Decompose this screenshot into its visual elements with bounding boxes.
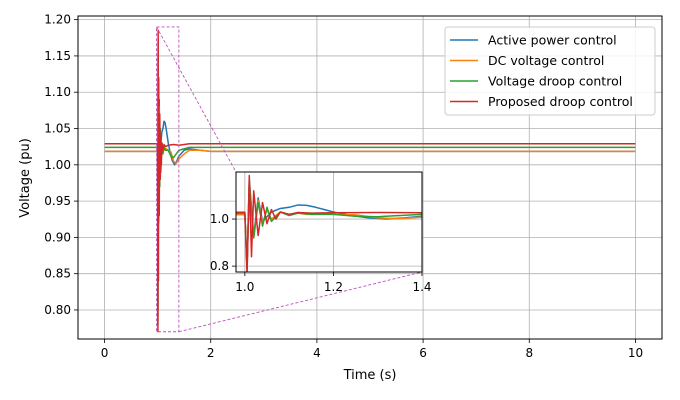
y-tick-label: 0.85 bbox=[44, 267, 71, 281]
zoom-connector-line bbox=[156, 26, 237, 173]
inset-x-tick-label: 1.4 bbox=[412, 280, 431, 294]
legend-label: Proposed droop control bbox=[488, 94, 633, 109]
legend: Active power control DC voltage control Vo… bbox=[444, 26, 656, 116]
legend-label: Voltage droop control bbox=[488, 74, 622, 89]
y-axis-label: Voltage (pu) bbox=[18, 138, 33, 218]
inset-x-tick-label: 1.0 bbox=[235, 280, 254, 294]
legend-label: Active power control bbox=[488, 33, 617, 48]
series-line-4 bbox=[104, 29, 636, 333]
inset-y-tick-label: 1.0 bbox=[210, 212, 229, 226]
y-tick-label: 1.20 bbox=[44, 13, 71, 27]
x-tick-label: 6 bbox=[419, 346, 427, 360]
inset-series-line-4 bbox=[236, 174, 422, 272]
main-series bbox=[104, 29, 636, 333]
zoom-region-box bbox=[156, 26, 180, 333]
y-tick-label: 0.80 bbox=[44, 303, 71, 317]
x-tick-label: 0 bbox=[101, 346, 109, 360]
y-tick-label: 0.90 bbox=[44, 230, 71, 244]
inset-series-line-3 bbox=[236, 183, 422, 272]
y-tick-label: 1.15 bbox=[44, 49, 71, 63]
x-tick-label: 8 bbox=[525, 346, 533, 360]
legend-label: DC voltage control bbox=[488, 53, 604, 68]
x-axis-label: Time (s) bbox=[343, 368, 397, 383]
legend-box bbox=[444, 26, 656, 116]
main-ticks: 0 2 4 6 8 10 0.80 0.85 0.90 0.95 1.00 1.05 1.10 1.15 1… bbox=[44, 13, 643, 360]
x-tick-label: 2 bbox=[207, 346, 215, 360]
y-tick-label: 0.95 bbox=[44, 194, 71, 208]
inset-y-tick-label: 0.8 bbox=[210, 259, 229, 273]
zoom-indicator bbox=[156, 26, 423, 333]
y-tick-label: 1.10 bbox=[44, 85, 71, 99]
y-tick-label: 1.05 bbox=[44, 122, 71, 136]
inset-x-tick-label: 1.2 bbox=[324, 280, 343, 294]
inset-chart: 1.0 1.2 1.4 0.8 1.0 bbox=[210, 171, 432, 294]
inset-axes-frame bbox=[235, 171, 423, 273]
y-tick-label: 1.00 bbox=[44, 158, 71, 172]
main-axes-frame bbox=[77, 15, 663, 340]
zoom-connector-line bbox=[178, 271, 423, 333]
x-tick-label: 10 bbox=[628, 346, 643, 360]
inset-series bbox=[236, 174, 422, 272]
x-tick-label: 4 bbox=[313, 346, 321, 360]
